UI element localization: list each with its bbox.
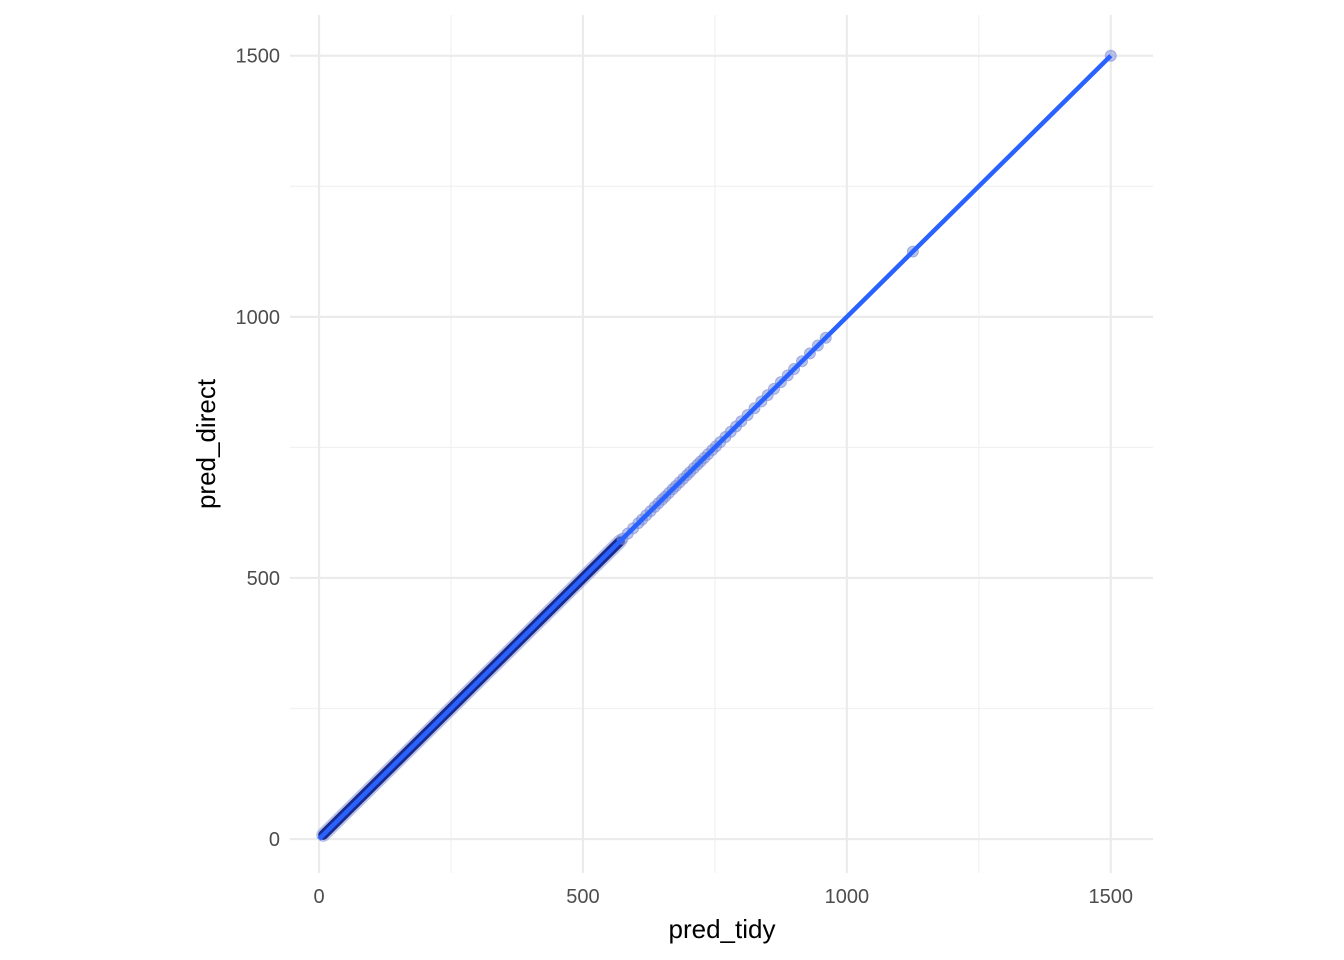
fit-line (317, 54, 1113, 841)
y-tick-label: 500 (247, 568, 280, 590)
y-tick-label: 1000 (236, 307, 281, 329)
y-axis-title: pred_direct (191, 378, 221, 509)
y-tick-labels: 0 500 1000 1500 (236, 46, 281, 851)
fit-line-group (317, 54, 1113, 841)
x-tick-labels: 0 500 1000 1500 (313, 886, 1133, 908)
x-tick-label: 1500 (1089, 886, 1134, 908)
x-tick-label: 0 (313, 886, 324, 908)
y-tick-label: 1500 (236, 46, 281, 68)
x-tick-label: 1000 (825, 886, 870, 908)
y-tick-label: 0 (269, 829, 280, 851)
x-axis-title: pred_tidy (669, 914, 776, 944)
major-gridlines (290, 15, 1153, 873)
x-tick-label: 500 (566, 886, 599, 908)
